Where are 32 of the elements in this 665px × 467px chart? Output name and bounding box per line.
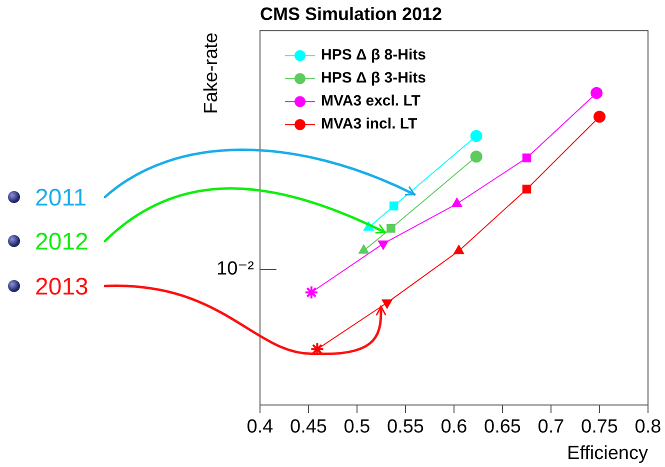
x-tick-label: 0.5	[344, 416, 370, 438]
x-tick-label: 0.7	[538, 416, 564, 438]
point	[454, 244, 464, 254]
x-tick-label: 0.6	[440, 416, 468, 438]
x-tick-label: 0.8	[634, 416, 662, 438]
legend-label: HPS Δ β 3-Hits	[321, 70, 426, 87]
legend-label: HPS Δ β 8-Hits	[321, 46, 426, 64]
point	[389, 202, 398, 210]
x-tick-label: 0.75	[581, 416, 618, 438]
point	[452, 198, 462, 208]
x-tick-label: 0.4	[246, 416, 274, 438]
point	[470, 150, 482, 163]
y-axis-title: Fake-rate	[201, 32, 222, 114]
x-tick-label: 0.45	[290, 416, 327, 438]
text: 10⁻²	[216, 258, 254, 280]
point	[522, 184, 532, 194]
point	[378, 240, 388, 250]
point	[522, 154, 532, 162]
x-axis-title: Efficiency	[567, 442, 648, 464]
text: 2012	[35, 228, 88, 256]
point	[358, 244, 370, 254]
point	[590, 87, 603, 99]
text: 2011	[35, 184, 87, 212]
text: 2013	[35, 274, 88, 301]
point	[382, 299, 392, 309]
point	[470, 130, 482, 142]
legend-label: MVA3 incl. LT	[321, 116, 418, 133]
x-tick-label: 0.65	[484, 416, 521, 438]
legend-label: MVA3 excl. LT	[321, 92, 420, 110]
chart-title: CMS Simulation 2012	[260, 4, 442, 24]
x-tick-label: 0.55	[387, 416, 424, 438]
point	[594, 110, 606, 123]
